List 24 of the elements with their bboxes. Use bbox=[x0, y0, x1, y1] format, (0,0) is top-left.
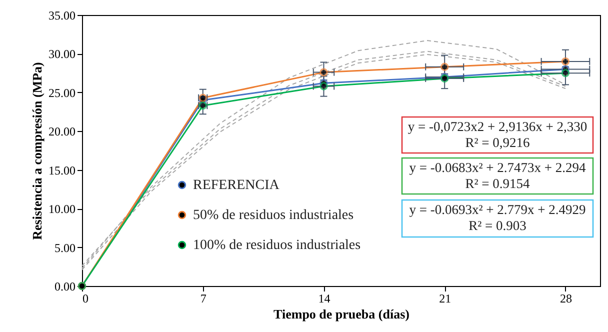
legend-label: 100% de residuos industriales bbox=[193, 238, 361, 253]
y-tick-label: 5.00 bbox=[54, 240, 76, 255]
y-tick-label: 15.00 bbox=[48, 163, 76, 178]
annotation: R² = 0,9216 bbox=[465, 135, 530, 150]
annotation: R² = 0.903 bbox=[468, 218, 527, 233]
y-tick-label: 10.00 bbox=[48, 202, 76, 216]
annotation: y = -0,0723x2 + 2,9136x + 2,330 bbox=[408, 119, 588, 134]
annotation: y = -0.0693x² + 2.779x + 2.4929 bbox=[409, 202, 586, 217]
y-tick-label: 0.00 bbox=[54, 280, 76, 294]
x-tick-label: 28 bbox=[560, 292, 572, 306]
y-tick-label: 35.00 bbox=[48, 8, 76, 22]
x-axis-title: Tiempo de prueba (días) bbox=[274, 306, 410, 322]
y-axis-title: Resistencia a compresión (MPa) bbox=[30, 62, 44, 240]
y-tick-label: 30.00 bbox=[48, 47, 76, 62]
y-tick-label: 25.00 bbox=[48, 86, 76, 100]
x-tick-label: 21 bbox=[439, 292, 452, 306]
y-tick-label: 20.00 bbox=[48, 124, 76, 139]
legend-label: REFERENCIA bbox=[193, 178, 280, 193]
legend-label: 50% de residuos industriales bbox=[193, 208, 354, 223]
annotation: R² = 0.9154 bbox=[465, 176, 530, 191]
x-tick-label: 7 bbox=[200, 292, 206, 306]
x-tick-label: 14 bbox=[318, 292, 330, 306]
annotation: y = -0.0683x² + 2.7473x + 2.294 bbox=[409, 160, 586, 175]
x-tick-label: 0 bbox=[82, 292, 88, 306]
